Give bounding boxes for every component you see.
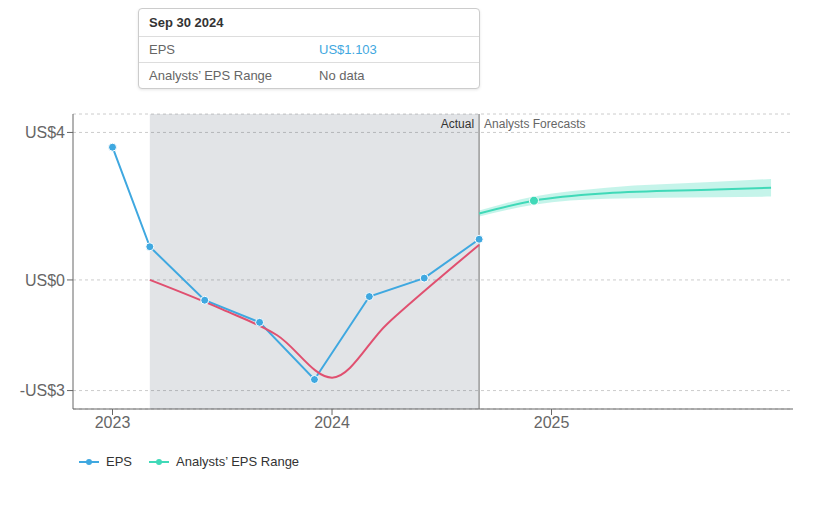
svg-text:US$0: US$0: [25, 272, 65, 289]
html-text:Sep 30 2024: Sep 30 2024: [149, 15, 224, 30]
svg-text:Analysts Forecasts: Analysts Forecasts: [484, 117, 585, 131]
html-text:No data: No data: [319, 68, 365, 83]
svg-text:2025: 2025: [534, 414, 570, 431]
svg-text:US$4: US$4: [25, 124, 65, 141]
svg-text:2023: 2023: [95, 414, 131, 431]
html-text:EPS: EPS: [106, 454, 132, 469]
html-text:Analysts’ EPS Range: Analysts’ EPS Range: [176, 454, 300, 469]
svg-text:Actual: Actual: [441, 117, 474, 131]
svg-text:2024: 2024: [314, 414, 350, 431]
html-text:EPS: EPS: [149, 42, 175, 57]
html-text:US$1.103: US$1.103: [319, 42, 377, 57]
svg-text:-US$3: -US$3: [20, 382, 65, 399]
html-text:Analysts’ EPS Range: Analysts’ EPS Range: [149, 68, 273, 83]
